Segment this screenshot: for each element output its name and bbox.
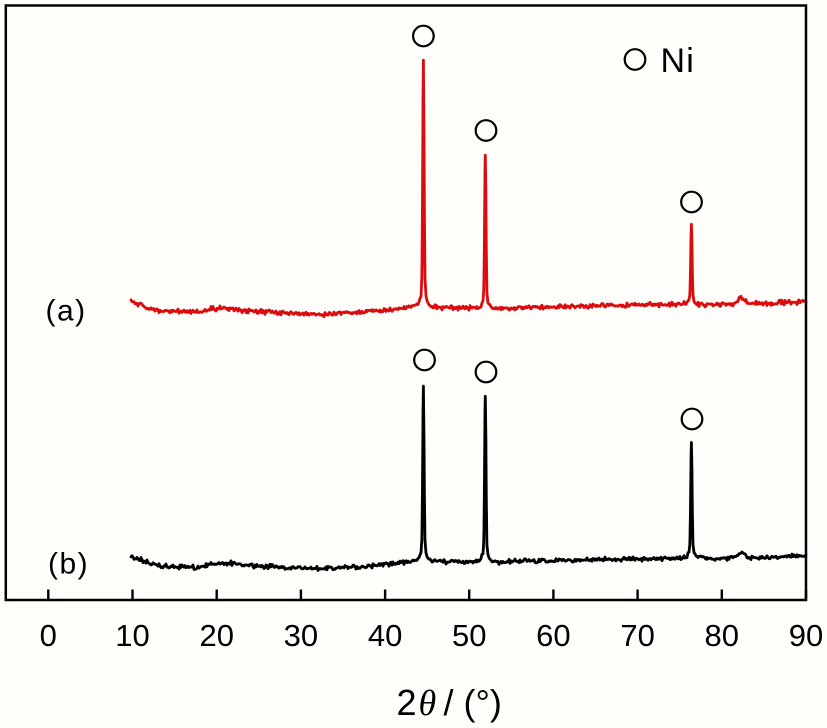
svg-text:(a): (a) <box>46 295 87 328</box>
svg-text:10: 10 <box>115 618 149 653</box>
svg-text:(b): (b) <box>48 548 89 581</box>
svg-text:0: 0 <box>40 618 57 653</box>
svg-text:60: 60 <box>536 618 570 653</box>
svg-text:80: 80 <box>705 618 739 653</box>
svg-text:50: 50 <box>452 618 486 653</box>
svg-text:30: 30 <box>284 618 318 653</box>
svg-text:90: 90 <box>789 618 823 653</box>
svg-text:40: 40 <box>368 618 402 653</box>
svg-text:70: 70 <box>620 618 654 653</box>
svg-text:2θ/ (°): 2θ / (°) <box>397 682 502 723</box>
svg-text:20: 20 <box>199 618 233 653</box>
svg-text:Ni: Ni <box>661 42 696 80</box>
